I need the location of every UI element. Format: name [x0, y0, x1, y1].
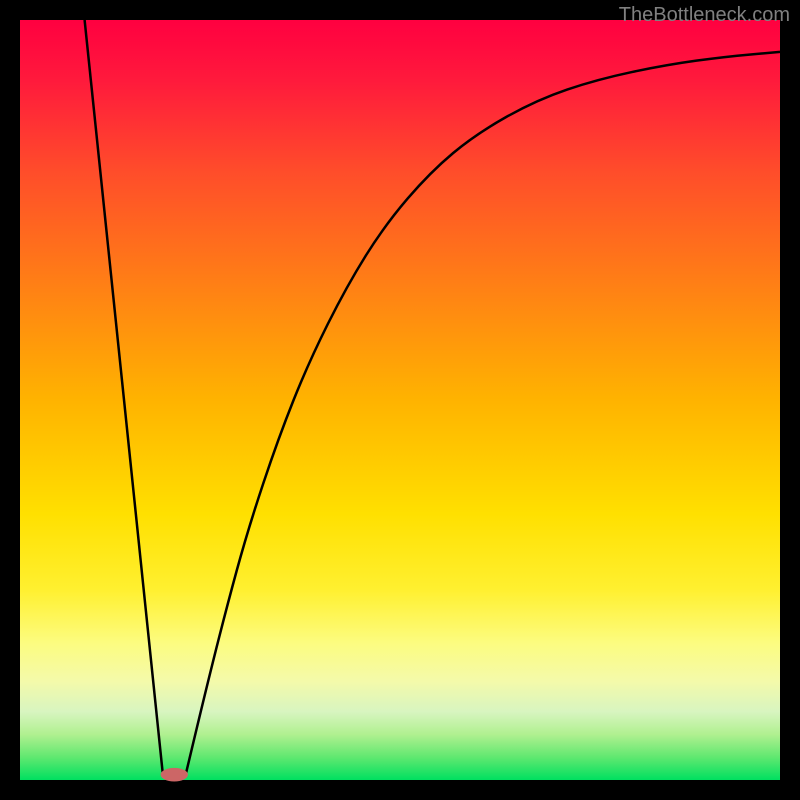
watermark-text: TheBottleneck.com: [619, 4, 790, 27]
minimum-marker: [161, 768, 188, 782]
bottleneck-chart: [0, 0, 800, 800]
chart-container: TheBottleneck.com: [0, 0, 800, 800]
chart-background: [20, 20, 780, 780]
